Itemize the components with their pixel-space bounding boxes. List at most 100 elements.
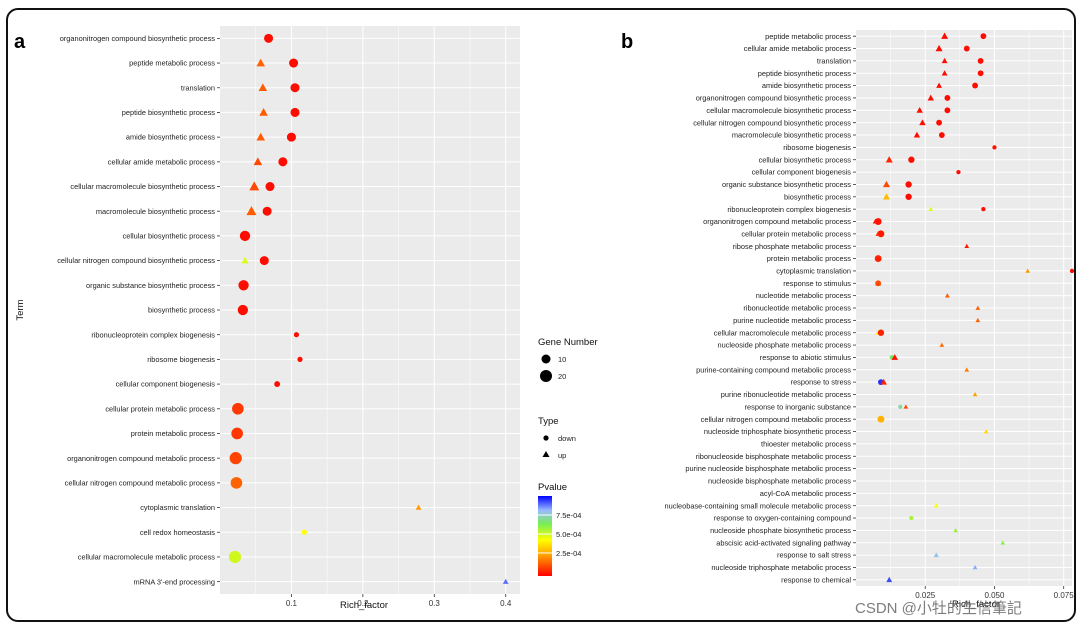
- figure-frame: a b 0.1 0.2 0.3 0.4 organonitrogen compound …: [6, 8, 1076, 622]
- y-tick-label: cellular nitrogen compound metabolic pro…: [701, 415, 852, 424]
- y-tick-label: nucleobase-containing small molecule met…: [664, 501, 851, 510]
- data-point-up: [972, 392, 978, 397]
- y-tick-label: thioester metabolic process: [761, 440, 851, 449]
- y-tick-label: nucleoside triphosphate metabolic proces…: [711, 563, 851, 572]
- y-tick-label: macromolecule biosynthetic process: [96, 207, 215, 216]
- y-tick-label: cytoplasmic translation: [776, 267, 851, 276]
- y-tick-label: organonitrogen compound metabolic proces…: [703, 217, 851, 226]
- data-point-down: [956, 169, 961, 175]
- y-tick-label: protein metabolic process: [131, 429, 216, 438]
- data-point-up: [936, 82, 942, 88]
- data-point-down: [259, 256, 269, 266]
- data-point-down: [265, 182, 275, 192]
- data-point-down: [905, 193, 912, 200]
- legend-type-up-swatch: [542, 451, 550, 457]
- y-tick-label: ribosome biogenesis: [783, 143, 851, 152]
- data-point-down: [908, 156, 915, 163]
- data-point-up: [886, 576, 893, 583]
- y-tick-label: cellular component biogenesis: [752, 168, 852, 177]
- data-point-down: [274, 381, 281, 388]
- legend-pvalue-title: Pvalue: [538, 482, 567, 493]
- data-point-up: [913, 131, 921, 138]
- data-point-up: [933, 552, 939, 558]
- y-tick-label: ribose phosphate metabolic process: [733, 242, 852, 251]
- data-point-up: [916, 106, 923, 113]
- data-point-up: [872, 218, 879, 224]
- y-tick-label: abscisic acid-activated signaling pathwa…: [716, 538, 851, 547]
- data-point-up: [919, 119, 926, 126]
- y-tick-label: peptide metabolic process: [129, 59, 215, 68]
- y-tick-label: cellular nitrogen compound biosynthetic …: [693, 118, 851, 127]
- data-point-up: [246, 206, 257, 216]
- data-point-down: [898, 404, 903, 409]
- y-tick-label: ribosome biogenesis: [147, 355, 215, 364]
- data-point-down: [875, 280, 882, 287]
- y-tick-label: cellular macromolecule metabolic process: [714, 328, 851, 337]
- legend-gene-title: Gene Number: [538, 337, 598, 348]
- y-tick-label: amide biosynthetic process: [762, 81, 851, 90]
- data-point-up: [927, 94, 934, 101]
- data-point-up: [941, 70, 948, 76]
- y-tick-label: response to inorganic substance: [745, 402, 851, 411]
- data-point-down: [239, 230, 251, 242]
- data-point-down: [936, 119, 942, 126]
- data-point-up: [1025, 268, 1031, 273]
- x-tick-label: 0.050: [984, 591, 1005, 600]
- data-point-up: [972, 565, 978, 570]
- y-tick-label: peptide biosynthetic process: [758, 69, 852, 78]
- data-point-up: [253, 157, 263, 166]
- y-tick-label: cellular macromolecule biosynthetic proc…: [70, 182, 215, 191]
- data-point-up: [941, 57, 948, 64]
- data-point-down: [909, 515, 914, 521]
- y-tick-label: purine nucleoside bisphosphate metabolic…: [685, 464, 851, 473]
- data-point-up: [241, 256, 249, 264]
- y-tick-label: response to oxygen-containing compound: [714, 514, 851, 523]
- data-point-down: [286, 132, 296, 142]
- data-point-down: [293, 332, 300, 338]
- data-point-up: [415, 504, 422, 510]
- y-tick-label: ribonucleoprotein complex biogenesis: [91, 330, 215, 339]
- y-tick-label: cellular biosynthetic process: [123, 232, 216, 241]
- data-point-down: [229, 452, 242, 465]
- panel-a-ylabel: Term: [15, 299, 26, 320]
- data-point-down: [905, 181, 912, 188]
- data-point-up: [975, 317, 981, 323]
- y-tick-label: cellular biosynthetic process: [759, 155, 852, 164]
- y-tick-label: biosynthetic process: [784, 192, 851, 201]
- data-point-up: [502, 578, 509, 584]
- legend: Gene Number 10 20 Type down up Pvalue 7.…: [538, 337, 598, 576]
- data-point-up: [935, 44, 943, 52]
- y-tick-label: acyl-CoA metabolic process: [760, 489, 851, 498]
- y-tick-label: cellular macromolecule metabolic process: [78, 553, 215, 562]
- y-tick-label: cellular component biogenesis: [116, 380, 216, 389]
- y-tick-label: response to abiotic stimulus: [760, 353, 852, 362]
- x-tick-label: 0.2: [357, 599, 369, 608]
- y-tick-label: response to stress: [791, 378, 852, 387]
- y-tick-label: ribonucleotide metabolic process: [743, 304, 851, 313]
- y-tick-label: amide biosynthetic process: [126, 133, 215, 142]
- legend-gene-20-label: 20: [558, 372, 566, 381]
- data-point-down: [1069, 268, 1074, 274]
- data-point-down: [963, 45, 970, 52]
- data-point-up: [964, 243, 970, 249]
- y-tick-label: macromolecule biosynthetic process: [732, 131, 851, 140]
- data-point-down: [972, 82, 978, 89]
- data-point-down: [877, 329, 885, 336]
- y-tick-label: ribonucleoside bisphosphate metabolic pr…: [696, 452, 852, 461]
- y-tick-label: nucleoside phosphate biosynthetic proces…: [710, 526, 851, 535]
- data-point-down: [981, 207, 986, 212]
- y-tick-label: cytoplasmic translation: [140, 503, 215, 512]
- data-point-down: [290, 107, 300, 117]
- data-point-up: [258, 83, 268, 92]
- data-point-up: [885, 156, 893, 163]
- panel-b-letter: b: [621, 31, 633, 53]
- data-point-down: [290, 83, 300, 93]
- data-point-up: [875, 231, 881, 236]
- panel-b-chart: 0.025 0.050 0.075 peptide metabolic process…: [664, 30, 1074, 600]
- legend-pvalue-colorbar: [538, 496, 552, 576]
- x-tick-label: 0.075: [1054, 591, 1074, 600]
- legend-type-down-label: down: [558, 434, 576, 443]
- legend-gene-10-label: 10: [558, 355, 566, 364]
- data-point-up: [983, 429, 989, 434]
- y-tick-label: nucleoside phosphate metabolic process: [717, 341, 851, 350]
